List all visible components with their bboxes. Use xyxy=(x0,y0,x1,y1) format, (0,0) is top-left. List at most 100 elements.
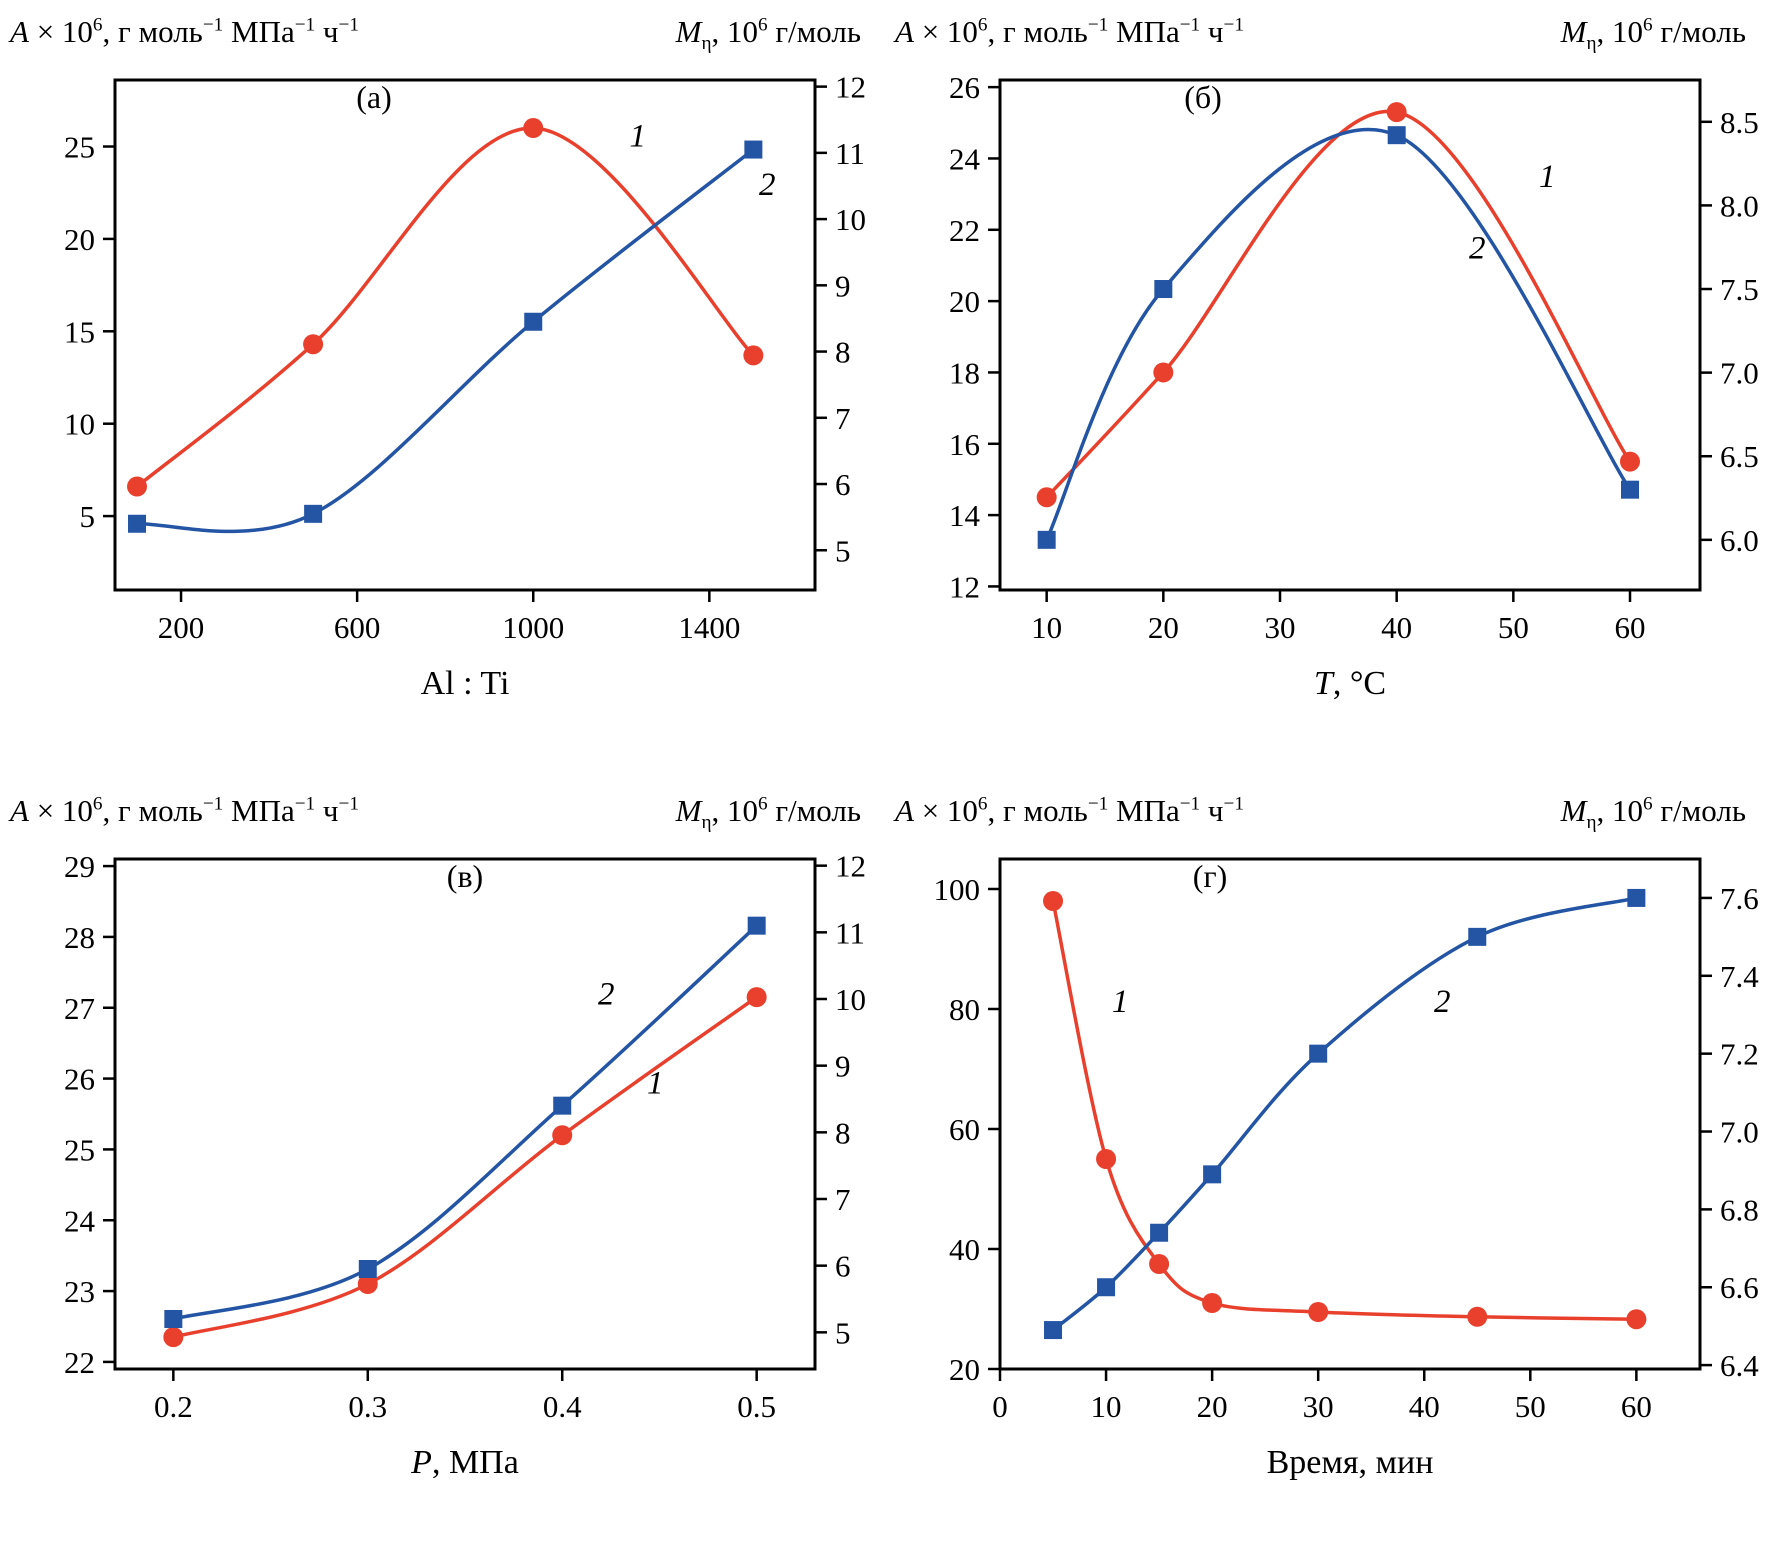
left-tick-label: 14 xyxy=(949,498,981,533)
series-2-label: 2 xyxy=(759,167,776,203)
right-tick-label: 7.0 xyxy=(1720,1115,1759,1150)
x-axis-label: Время, мин xyxy=(1267,1444,1434,1481)
x-tick-label: 60 xyxy=(1621,1389,1652,1424)
right-tick-label: 10 xyxy=(835,202,866,237)
series-1-marker xyxy=(1202,1293,1223,1313)
series-1-marker xyxy=(1096,1149,1117,1169)
plot-frame xyxy=(998,857,1702,1371)
left-tick-label: 24 xyxy=(64,1203,96,1238)
left-tick-label: 15 xyxy=(64,314,95,349)
left-tick-label: 20 xyxy=(949,284,980,319)
series-1-marker xyxy=(127,476,148,497)
series-1-marker xyxy=(1043,891,1064,911)
plot-frame xyxy=(113,78,817,592)
right-tick-label: 5 xyxy=(835,533,851,568)
x-tick-label: 0.5 xyxy=(737,1389,776,1424)
right-tick-label: 8 xyxy=(835,335,851,370)
x-tick-label: 0.2 xyxy=(154,1389,193,1424)
left-tick-label: 100 xyxy=(934,872,981,907)
series-2-marker xyxy=(1309,1044,1328,1063)
series-1-curve xyxy=(135,126,756,489)
left-tick-label: 26 xyxy=(64,1062,95,1097)
right-tick-label: 9 xyxy=(835,268,851,303)
left-tick-label: 25 xyxy=(64,1132,95,1167)
series-2-marker xyxy=(1203,1165,1222,1184)
left-axis-title: A × 106, г моль−1 МПа−1 ч−1 xyxy=(895,793,1244,828)
left-tick-label: 29 xyxy=(64,849,95,884)
x-tick-label: 40 xyxy=(1381,610,1412,645)
left-tick-label: 16 xyxy=(949,427,980,462)
right-tick-label: 8.0 xyxy=(1720,188,1759,223)
x-tick-label: 10 xyxy=(1091,1389,1122,1424)
x-tick-label: 50 xyxy=(1515,1389,1546,1424)
series-2-marker xyxy=(358,1260,377,1278)
left-axis-title: A × 106, г моль−1 МПа−1 ч−1 xyxy=(10,14,359,49)
right-tick-label: 8 xyxy=(835,1115,851,1150)
right-tick-label: 7 xyxy=(835,401,851,436)
right-tick-label: 7.5 xyxy=(1720,272,1759,307)
right-tick-label: 12 xyxy=(835,70,866,105)
chart-a-titles: A × 106, г моль−1 МПа−1 ч−1 Mη, 106 г/мо… xyxy=(0,0,885,62)
panel-label: (а) xyxy=(356,79,392,115)
left-tick-label: 20 xyxy=(949,1352,980,1387)
series-1-marker xyxy=(1036,487,1057,508)
series-2-curve xyxy=(1044,127,1632,542)
chart-panel-a: A × 106, г моль−1 МПа−1 ч−1 Mη, 106 г/мо… xyxy=(0,0,885,779)
x-tick-label: 0 xyxy=(992,1389,1008,1424)
x-tick-label: 1000 xyxy=(502,610,564,645)
series-1-marker xyxy=(163,1327,184,1348)
x-tick-label: 30 xyxy=(1265,610,1296,645)
series-2-marker xyxy=(1044,1321,1063,1340)
left-tick-label: 5 xyxy=(80,499,96,534)
series-2-marker xyxy=(553,1096,572,1115)
series-1-marker xyxy=(303,334,324,355)
plot-frame xyxy=(998,78,1702,592)
chart-v-plot: 0.2 0.3 0.4 0.52223242526272829567891011121… xyxy=(64,849,866,1481)
right-axis-title: Mη, 106 г/моль xyxy=(1560,793,1746,834)
left-tick-label: 60 xyxy=(949,1112,980,1147)
series-1-marker xyxy=(1386,102,1407,123)
left-tick-label: 27 xyxy=(64,991,95,1026)
chart-panel-v: A × 106, г моль−1 МПа−1 ч−1 Mη, 106 г/мо… xyxy=(0,779,885,1558)
series-1-marker xyxy=(746,987,767,1008)
series-2-marker xyxy=(128,514,147,533)
left-tick-label: 26 xyxy=(949,70,980,105)
x-tick-label: 1400 xyxy=(678,610,740,645)
series-2-marker xyxy=(304,504,323,523)
chart-v-titles: A × 106, г моль−1 МПа−1 ч−1 Mη, 106 г/мо… xyxy=(0,779,885,841)
x-axis-label: T, °C xyxy=(1314,665,1386,702)
series-1-marker xyxy=(552,1125,573,1146)
x-tick-label: 20 xyxy=(1148,610,1179,645)
right-tick-label: 6.5 xyxy=(1720,439,1759,474)
series-2-curve xyxy=(135,147,756,534)
series-2-label: 2 xyxy=(1434,984,1451,1020)
right-tick-label: 5 xyxy=(835,1315,851,1350)
series-1-label: 1 xyxy=(630,118,647,154)
series-2-marker xyxy=(1097,1278,1116,1297)
series-2-curve xyxy=(1051,896,1639,1332)
left-tick-label: 18 xyxy=(949,355,980,390)
series-2-marker xyxy=(744,140,763,159)
right-tick-label: 7.0 xyxy=(1720,356,1759,391)
series-1-marker xyxy=(357,1274,378,1294)
right-axis-title: Mη, 106 г/моль xyxy=(675,14,861,55)
series-1-curve xyxy=(1051,899,1639,1321)
series-2-marker xyxy=(1037,530,1056,549)
chart-b-plot: 10 20 30 40 50 6012141618202224266.06.57.07.5… xyxy=(949,70,1759,702)
x-tick-label: 0.3 xyxy=(348,1389,387,1424)
panel-label: (в) xyxy=(447,858,483,894)
x-tick-label: 200 xyxy=(158,610,205,645)
series-1-marker xyxy=(523,118,544,139)
right-tick-label: 7 xyxy=(835,1182,851,1217)
left-tick-label: 24 xyxy=(949,141,981,176)
x-tick-label: 600 xyxy=(334,610,381,645)
series-2-marker xyxy=(1627,888,1646,907)
left-axis-title: A × 106, г моль−1 МПа−1 ч−1 xyxy=(895,14,1244,49)
chart-g-titles: A × 106, г моль−1 МПа−1 ч−1 Mη, 106 г/мо… xyxy=(885,779,1770,841)
right-tick-label: 11 xyxy=(835,136,865,171)
left-tick-label: 40 xyxy=(949,1232,980,1267)
series-1-marker xyxy=(1308,1302,1329,1322)
series-1-marker xyxy=(1153,362,1174,383)
x-tick-label: 60 xyxy=(1615,610,1646,645)
series-1-marker xyxy=(1149,1254,1170,1274)
